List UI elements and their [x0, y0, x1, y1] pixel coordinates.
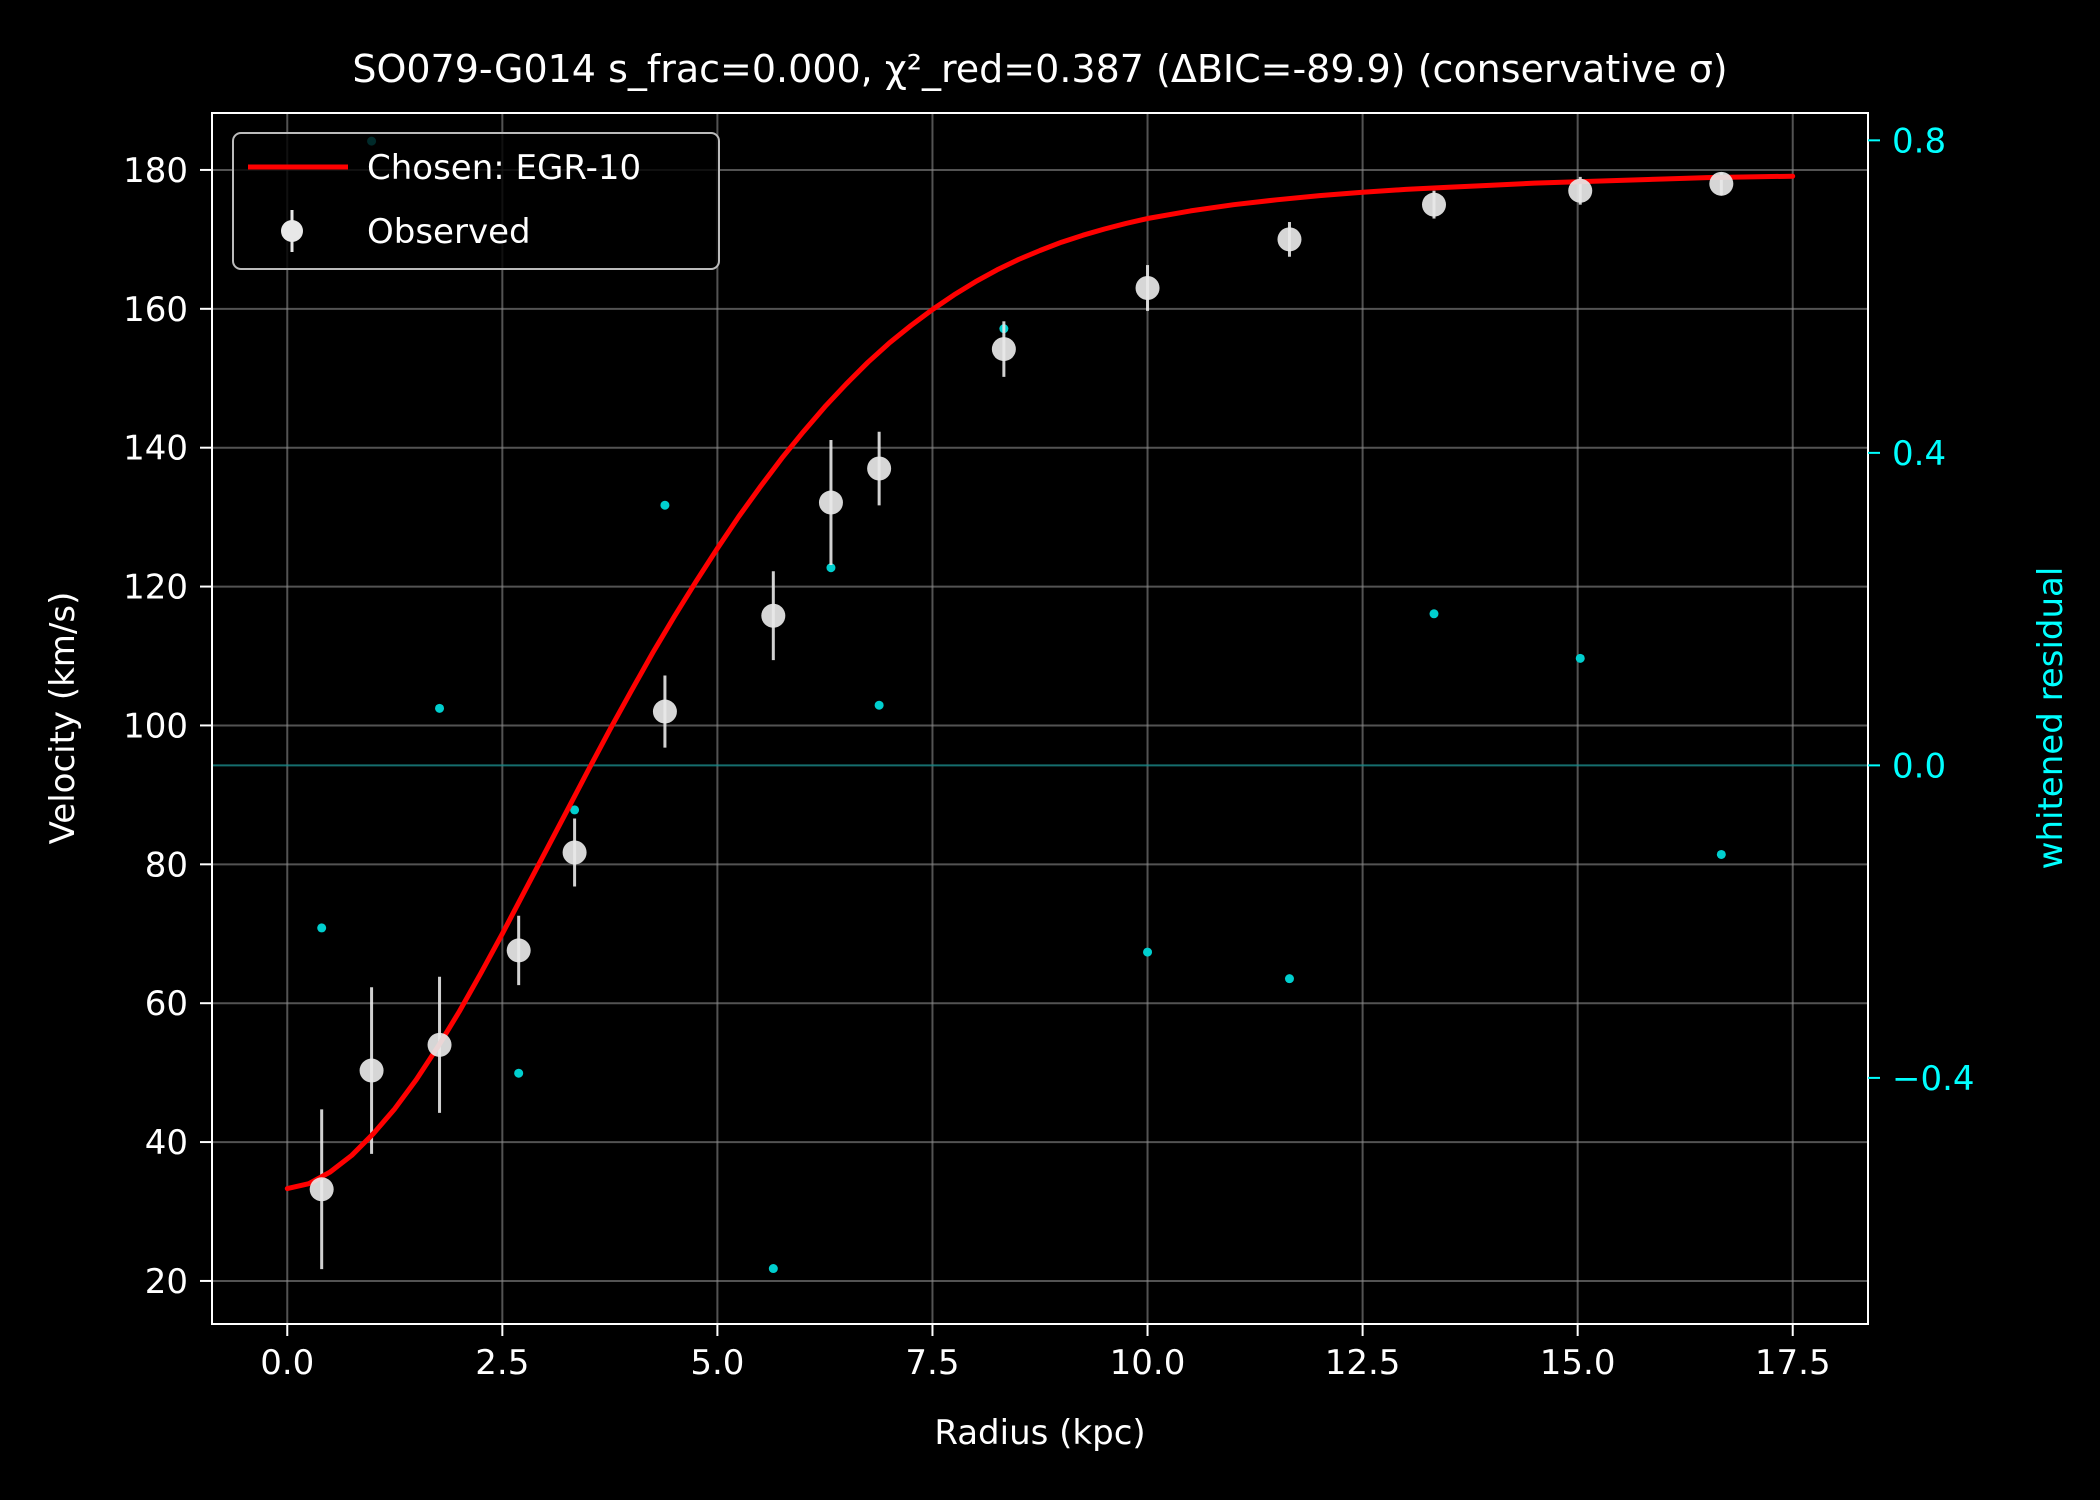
residual-point: [435, 703, 445, 713]
y-tick-label: 100: [123, 706, 188, 746]
observed-point: [991, 337, 1016, 362]
y-axis-ticks: 20 40 60 80 100 120 140 160 180: [123, 151, 212, 1302]
plot-frame: [211, 112, 1869, 1325]
grid: [212, 113, 1868, 1324]
y2-tick-label: −0.4: [1892, 1059, 1975, 1099]
observed-point: [562, 840, 587, 865]
y2-axis-ticks: −0.4 0.0 0.4 0.8: [1868, 121, 1975, 1099]
legend-observed-label: Observed: [367, 212, 531, 252]
observed-point: [867, 456, 892, 481]
residual-point: [570, 805, 580, 815]
residual-point: [1429, 609, 1439, 619]
observed-point: [506, 938, 531, 963]
observed-point: [1709, 171, 1734, 196]
y2-axis-label: whitened residual: [2031, 567, 2071, 870]
y2-tick-label: 0.0: [1892, 746, 1946, 786]
residual-point: [660, 500, 670, 510]
residual-point: [874, 700, 884, 710]
y-tick-label: 40: [145, 1123, 188, 1163]
x-tick-label: 0.0: [260, 1343, 314, 1383]
x-tick-label: 2.5: [475, 1343, 529, 1383]
x-tick-label: 17.5: [1755, 1343, 1831, 1383]
y2-tick-label: 0.8: [1892, 121, 1946, 161]
y-tick-label: 160: [123, 290, 188, 330]
y-tick-label: 120: [123, 568, 188, 608]
chart-title: SO079-G014 s_frac=0.000, χ²_red=0.387 (Δ…: [352, 47, 1727, 91]
legend-box: [232, 132, 720, 270]
model-curve: [284, 173, 1796, 1192]
legend-model-label: Chosen: EGR-10: [367, 148, 641, 188]
residual-point: [317, 923, 327, 933]
observed-point: [1568, 178, 1593, 203]
residual-point: [514, 1068, 524, 1078]
x-axis-ticks: 0.0 2.5 5.0 7.5 10.0 12.5 15.0 17.5: [260, 1324, 1831, 1383]
residual-point: [1575, 653, 1585, 663]
x-tick-label: 5.0: [690, 1343, 744, 1383]
observed-point: [1421, 192, 1446, 217]
y-tick-label: 80: [145, 845, 188, 885]
residual-point: [1716, 849, 1726, 859]
observed-point: [818, 490, 843, 515]
y-tick-label: 180: [123, 151, 188, 191]
x-tick-label: 15.0: [1540, 1343, 1616, 1383]
x-tick-label: 7.5: [905, 1343, 959, 1383]
observed-points: [309, 171, 1734, 1202]
observed-point: [652, 699, 677, 724]
observed-point: [359, 1058, 384, 1083]
legend-observed-marker: [281, 220, 303, 242]
y-axis-label: Velocity (km/s): [43, 592, 83, 845]
observed-point: [761, 603, 786, 628]
y-tick-label: 20: [145, 1262, 188, 1302]
y2-tick-label: 0.4: [1892, 434, 1946, 474]
x-axis-label: Radius (kpc): [934, 1413, 1145, 1453]
observed-point: [427, 1032, 452, 1057]
y-tick-label: 60: [145, 984, 188, 1024]
residual-point: [768, 1264, 778, 1274]
residual-point: [1143, 947, 1153, 957]
observed-point: [309, 1177, 334, 1202]
y-tick-label: 140: [123, 429, 188, 469]
x-tick-label: 10.0: [1110, 1343, 1186, 1383]
observed-point: [1135, 275, 1160, 300]
legend: Chosen: EGR-10 Observed: [232, 132, 720, 270]
model-curve-line: [284, 173, 1796, 1192]
residual-point: [826, 563, 836, 573]
residual-point: [1284, 974, 1294, 984]
x-tick-label: 12.5: [1325, 1343, 1401, 1383]
observed-point: [1277, 227, 1302, 252]
